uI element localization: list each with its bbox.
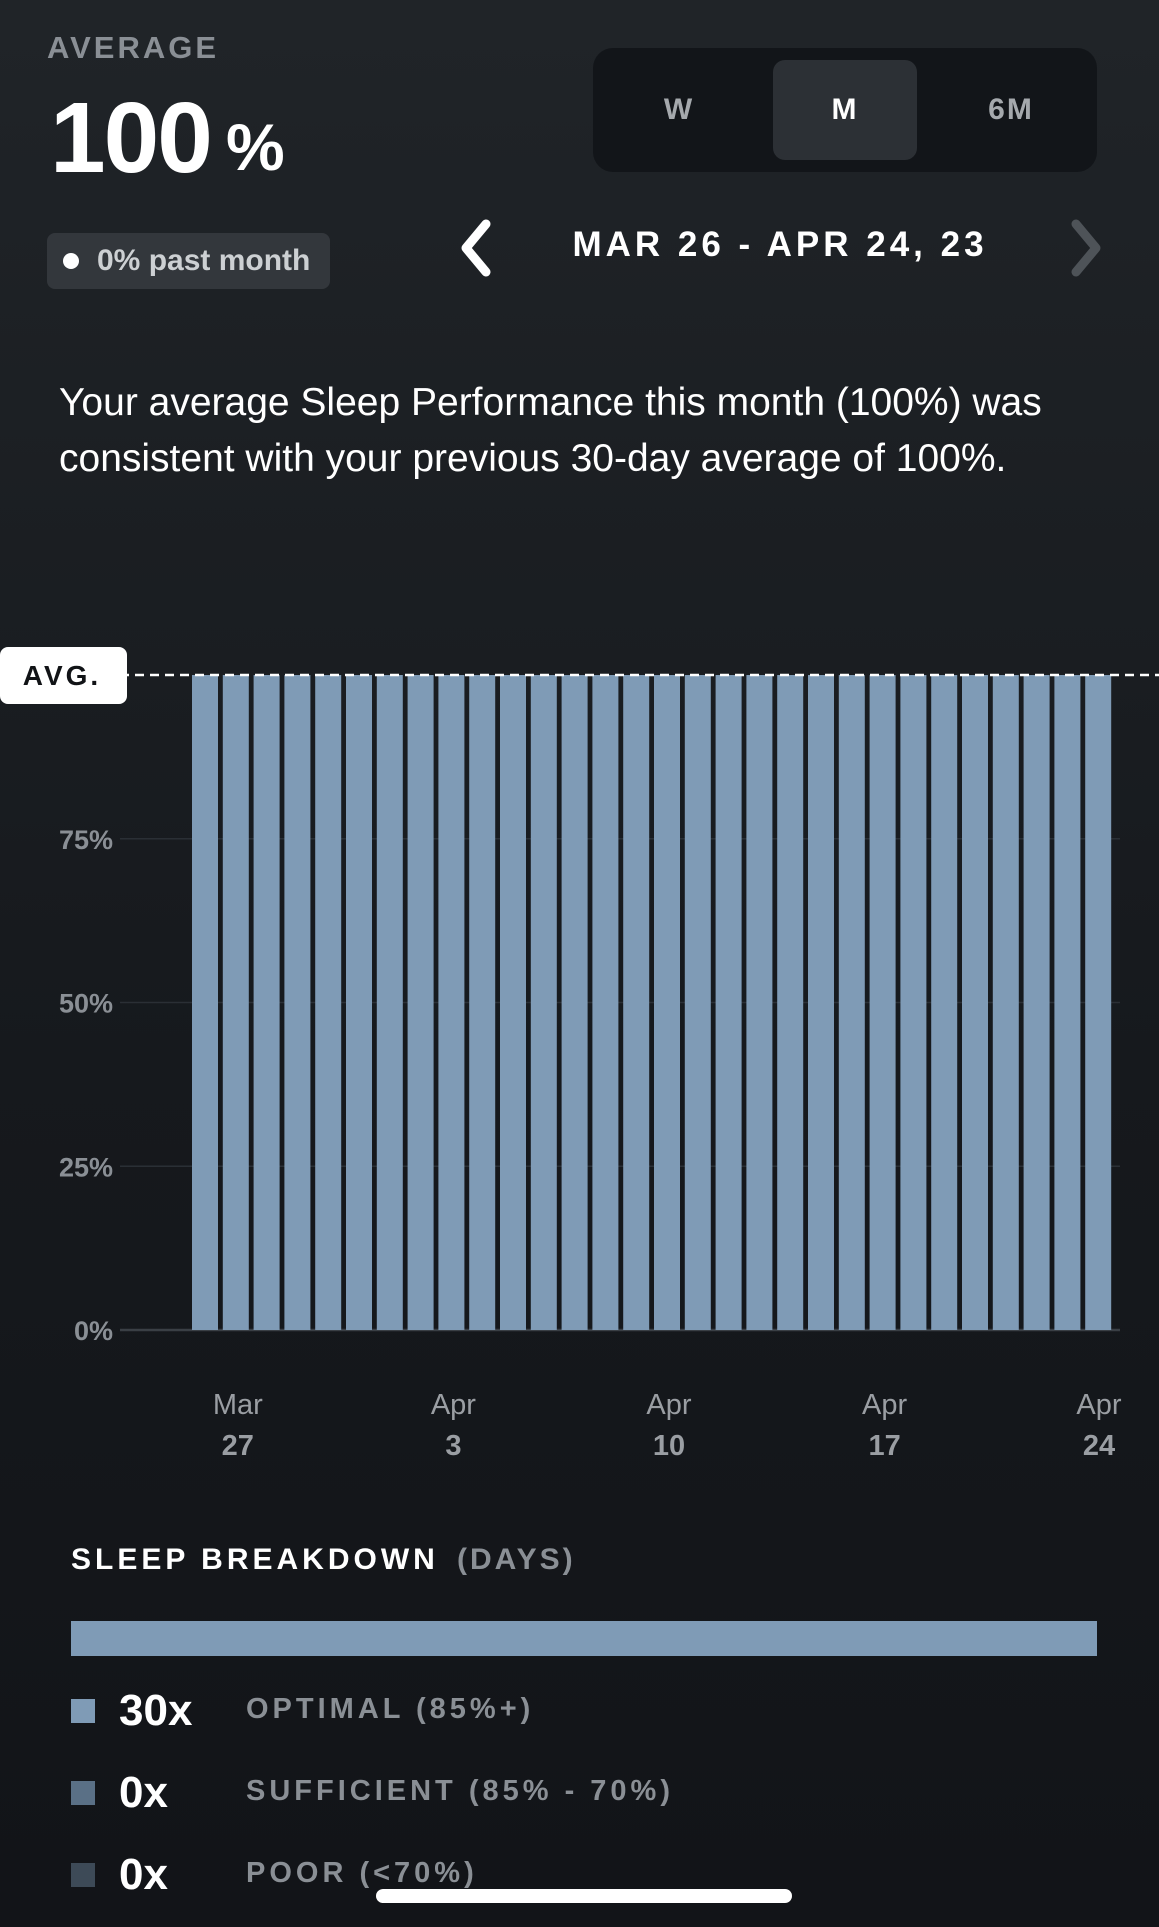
y-tick-label: 75% [59,825,113,855]
legend-label-poor: POOR (<70%) [246,1857,478,1889]
legend-label-sufficient: SUFFICIENT (85% - 70%) [246,1775,674,1807]
sleep-performance-chart: 0% 25% 50% 75% Mar 27 Apr 3 Apr 10 Apr 17 Apr 24 AVG… [0,647,1159,1462]
bar [715,675,742,1330]
bar [623,675,650,1330]
x-tick-label-month: Apr [862,1389,907,1421]
x-tick-label-day: 10 [653,1430,685,1462]
bar [684,675,711,1330]
average-unit: % [226,110,285,184]
bar [500,675,526,1330]
bar [407,675,434,1330]
bar [962,675,988,1330]
average-value: 100 [50,82,213,194]
x-tick-label-day: 24 [1083,1430,1115,1462]
breakdown-subtitle: (DAYS) [457,1543,576,1576]
x-tick-label-day: 27 [222,1430,254,1462]
bar [376,675,403,1330]
bar [777,675,804,1330]
legend-row-poor: 0x POOR (<70%) [71,1847,1071,1907]
bar [1023,675,1050,1330]
bar [469,675,496,1330]
legend-swatch-optimal [71,1699,95,1723]
breakdown-title: SLEEP BREAKDOWN [71,1543,439,1576]
previous-period-button[interactable] [452,218,502,278]
bar [530,675,557,1330]
x-tick-label-month: Apr [431,1389,476,1421]
average-label: AVERAGE [47,30,220,65]
x-tick-label-month: Apr [1076,1389,1121,1421]
period-option-6m[interactable]: 6M [988,93,1034,126]
change-text: 0% past month [97,244,311,277]
chevron-right-icon [1071,219,1101,277]
x-tick-label-month: Mar [213,1389,263,1421]
average-badge-label: AVG. [23,660,101,691]
bar [284,675,311,1330]
breakdown-bar [71,1621,1097,1656]
date-range: MAR 26 - APR 24, 23 [572,225,988,264]
bar [808,675,834,1330]
bar [222,675,249,1330]
legend-count-sufficient: 0x [119,1768,168,1817]
bar [561,675,588,1330]
home-indicator [376,1889,792,1903]
x-tick-label-day: 3 [445,1430,461,1462]
bar [992,675,1019,1330]
average-badge: AVG. [0,647,127,704]
x-tick-label-month: Apr [646,1389,691,1421]
bar [253,675,280,1330]
legend-count-poor: 0x [119,1850,168,1899]
y-tick-label: 50% [59,989,113,1019]
bullet-icon [63,253,79,269]
bar [746,675,773,1330]
bar [438,675,465,1330]
legend-label-optimal: OPTIMAL (85%+) [246,1693,535,1725]
chevron-left-icon [461,219,491,277]
y-tick-label: 25% [59,1152,113,1182]
legend-row-optimal: 30x OPTIMAL (85%+) [71,1683,1071,1743]
bar [1054,675,1081,1330]
next-period-button[interactable] [1060,218,1110,278]
legend-swatch-poor [71,1863,95,1887]
period-option-m[interactable]: M [773,60,917,160]
bar [869,675,896,1330]
bar [838,675,865,1330]
change-badge: 0% past month [47,233,330,289]
bar [1085,675,1112,1330]
legend-swatch-sufficient [71,1781,95,1805]
bar [654,675,680,1330]
bar [315,675,342,1330]
bar [592,675,619,1330]
y-tick-label: 0% [74,1316,113,1346]
bar [192,675,218,1330]
summary-text: Your average Sleep Performance this mont… [59,381,1042,480]
bar [931,675,958,1330]
x-tick-label-day: 17 [868,1430,900,1462]
period-option-w[interactable]: W [663,93,695,126]
bar [900,675,927,1330]
legend-count-optimal: 30x [119,1686,193,1735]
bar [346,675,372,1330]
legend-row-sufficient: 0x SUFFICIENT (85% - 70%) [71,1765,1071,1825]
period-selector: W M 6M [593,48,1097,172]
